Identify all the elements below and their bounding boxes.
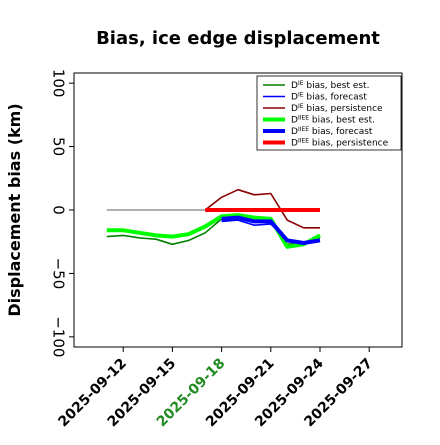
y-tick-label: −50	[50, 258, 68, 290]
y-tick-label: 100	[50, 69, 68, 98]
y-tick-label: 50	[50, 137, 68, 156]
axes-frame	[73, 72, 403, 348]
y-tick-label: 0	[50, 205, 68, 215]
legend-box	[256, 75, 402, 151]
legend-label-5: DIIEE bias, forecast	[291, 126, 373, 137]
series-line-5	[221, 215, 321, 245]
legend-label-3: DIE bias, persistence	[291, 103, 383, 114]
y-axis-label: Displacement bias (km)	[5, 103, 24, 316]
y-tick-label: −100	[50, 316, 68, 357]
legend-label-1: DIE bias, best est.	[291, 80, 369, 91]
legend: DIE bias, best est.DIE bias, forecastDIE…	[256, 75, 402, 151]
legend-label-4: DIIEE bias, best est.	[291, 115, 375, 126]
legend-label-2: DIE bias, forecast	[291, 92, 367, 103]
series-group	[106, 188, 321, 249]
chart-title: Bias, ice edge displacement	[96, 28, 380, 49]
plot-area: 100500−50−1002025-09-122025-09-152025-09…	[50, 69, 403, 430]
legend-label-6: DIIEE bias, persistence	[291, 138, 389, 149]
series-line-3	[204, 188, 320, 229]
series-line-4	[106, 213, 321, 249]
